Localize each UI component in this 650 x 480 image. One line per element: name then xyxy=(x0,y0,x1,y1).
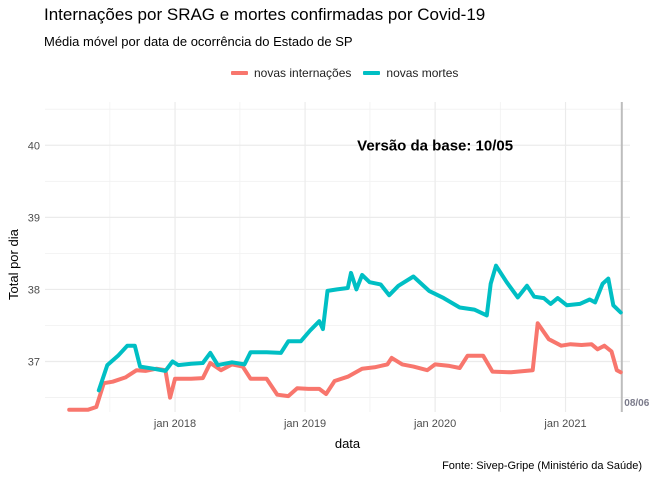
x-axis-label: data xyxy=(334,436,361,451)
legend-key-mortes xyxy=(363,71,381,75)
y-tick-label: 40 xyxy=(28,140,40,152)
legend-label-internacoes: novas internações xyxy=(254,66,352,80)
vline-date-label: 08/06 xyxy=(624,398,649,409)
x-tick-label: jan 2018 xyxy=(153,418,196,430)
annotation-versao-base: Versão da base: 10/05 xyxy=(357,137,513,154)
legend: novas internações novas mortes xyxy=(231,66,470,80)
chart-title: Internações por SRAG e mortes confirmada… xyxy=(44,5,486,24)
y-tick-label: 38 xyxy=(28,284,40,296)
x-tick-label: jan 2020 xyxy=(413,418,456,430)
y-tick-label: 37 xyxy=(28,357,40,369)
y-tick-label: 39 xyxy=(28,212,40,224)
chart-subtitle: Média móvel por data de ocorrência do Es… xyxy=(44,34,353,49)
legend-label-mortes: novas mortes xyxy=(386,66,459,80)
legend-item-mortes: novas mortes xyxy=(363,66,458,80)
y-axis-label: Total por dia xyxy=(6,229,21,300)
x-tick-label: jan 2021 xyxy=(543,418,586,430)
legend-key-internacoes xyxy=(231,71,248,75)
legend-item-internacoes: novas internações xyxy=(231,66,351,80)
source-caption: Fonte: Sivep-Gripe (Ministério da Saúde) xyxy=(442,460,642,472)
series-line-mortes xyxy=(96,263,623,393)
x-tick-label: jan 2019 xyxy=(283,418,326,430)
